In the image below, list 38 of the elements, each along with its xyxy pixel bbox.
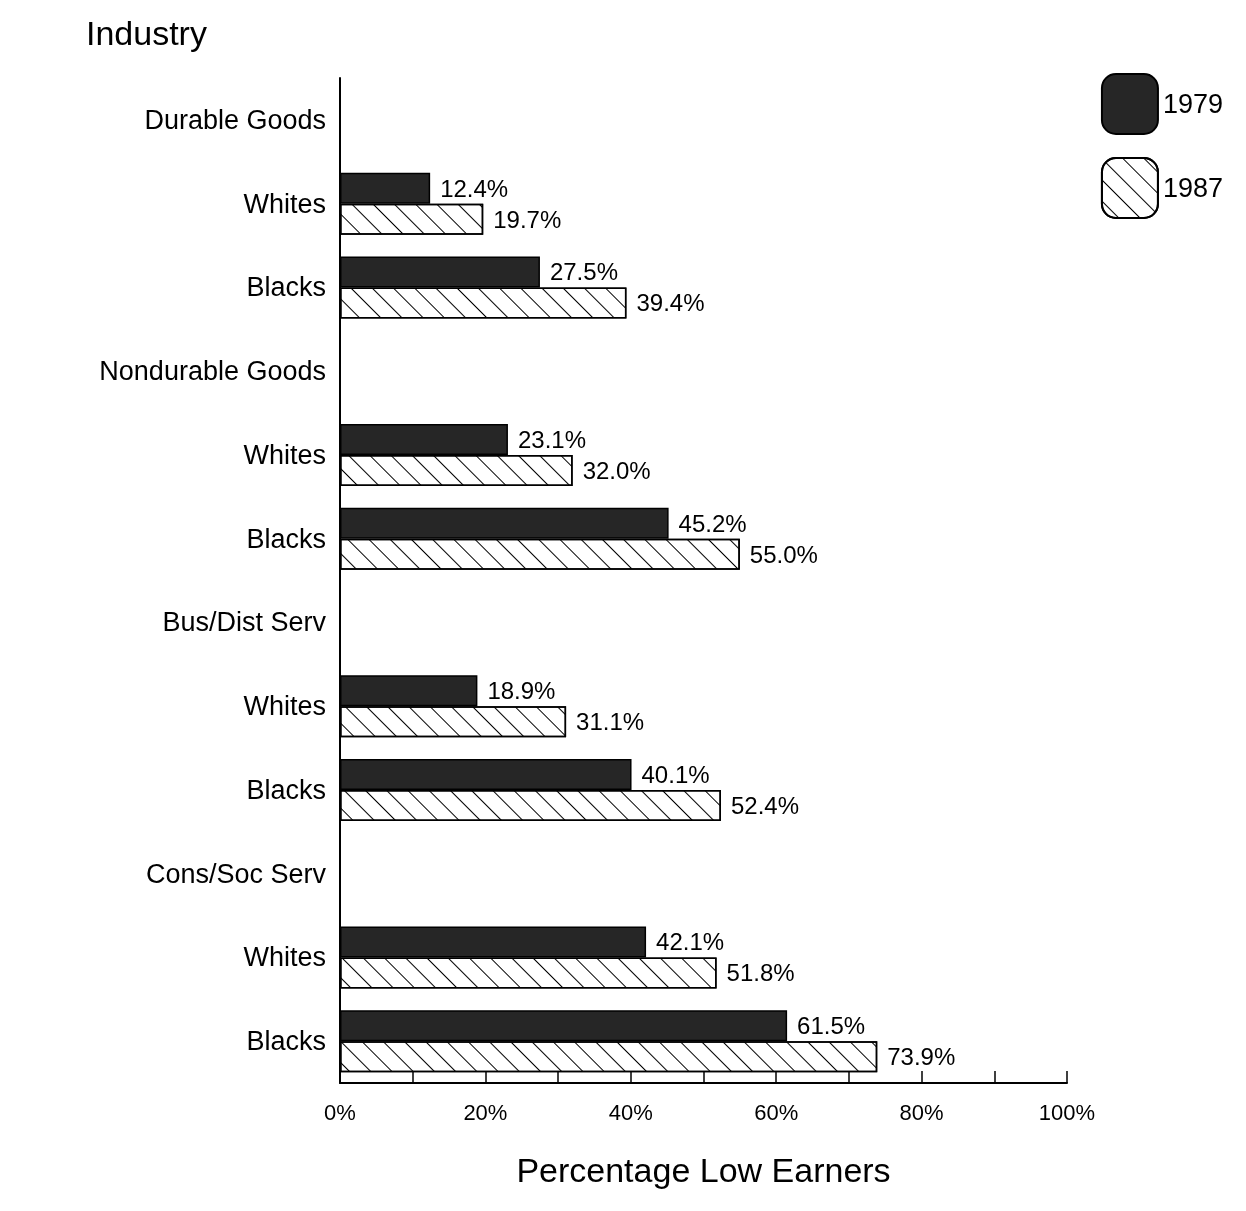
y-axis-title: Industry: [86, 14, 207, 52]
y-tick-label: Blacks: [246, 1026, 326, 1057]
x-tick-label: 40%: [608, 1099, 653, 1125]
y-tick-label: Blacks: [246, 272, 326, 303]
data-label: 12.4%: [440, 174, 509, 202]
data-label: 61.5%: [797, 1012, 866, 1040]
x-tick-label: 80%: [899, 1099, 944, 1125]
x-tick-label: 100%: [1038, 1099, 1096, 1125]
legend-label: 1987: [1162, 173, 1224, 203]
data-label: 45.2%: [678, 509, 747, 537]
data-label: 23.1%: [517, 425, 586, 453]
data-label: 18.9%: [487, 677, 556, 705]
data-label: 73.9%: [887, 1043, 956, 1071]
y-tick-label: Whites: [243, 188, 326, 219]
y-tick-label: Cons/Soc Serv: [145, 858, 327, 889]
x-tick-label: 20%: [463, 1099, 508, 1125]
data-label: 51.8%: [726, 959, 795, 987]
y-tick-label: Durable Goods: [144, 104, 326, 135]
data-label: 52.4%: [730, 791, 800, 819]
y-tick-label: Whites: [243, 439, 326, 470]
y-tick-label: Whites: [243, 942, 326, 973]
y-tick-label: Blacks: [246, 523, 326, 554]
x-tick-label: 0%: [324, 1099, 356, 1125]
legend-label: 1979: [1162, 89, 1224, 119]
data-label: 31.1%: [576, 708, 645, 736]
data-label: 27.5%: [549, 258, 618, 286]
data-label: 42.1%: [656, 928, 725, 956]
y-tick-label: Blacks: [246, 774, 326, 805]
data-label: 39.4%: [636, 289, 705, 317]
x-axis-title: Percentage Low Earners: [516, 1151, 891, 1189]
y-tick-label: Nondurable Goods: [99, 356, 326, 387]
y-tick-label: Whites: [243, 691, 326, 722]
data-label: 19.7%: [493, 205, 562, 233]
x-tick-label: 60%: [754, 1099, 799, 1125]
data-label: 40.1%: [641, 760, 710, 788]
data-label: 55.0%: [749, 540, 818, 568]
y-tick-label: Bus/Dist Serv: [162, 607, 327, 638]
data-label: 32.0%: [582, 456, 651, 484]
